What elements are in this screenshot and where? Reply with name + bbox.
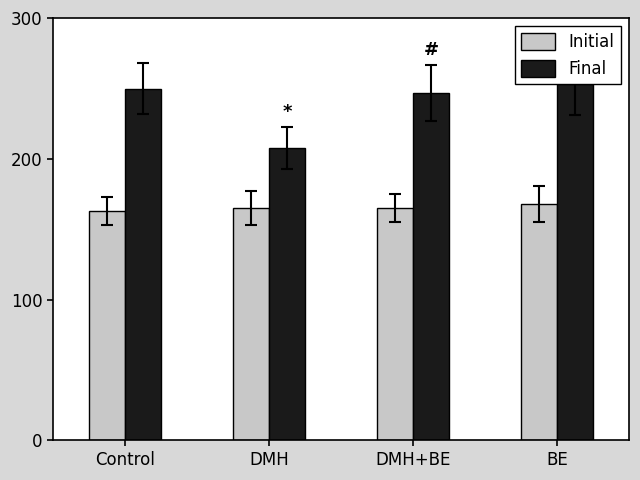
Bar xyxy=(413,93,449,441)
Text: *: * xyxy=(282,103,292,121)
Bar xyxy=(377,208,413,441)
Text: #: # xyxy=(424,41,438,59)
Bar xyxy=(269,148,305,441)
Bar xyxy=(521,204,557,441)
Bar xyxy=(557,84,593,441)
Legend: Initial, Final: Initial, Final xyxy=(515,26,621,84)
Bar xyxy=(233,208,269,441)
Bar xyxy=(125,88,161,441)
Bar xyxy=(89,211,125,441)
